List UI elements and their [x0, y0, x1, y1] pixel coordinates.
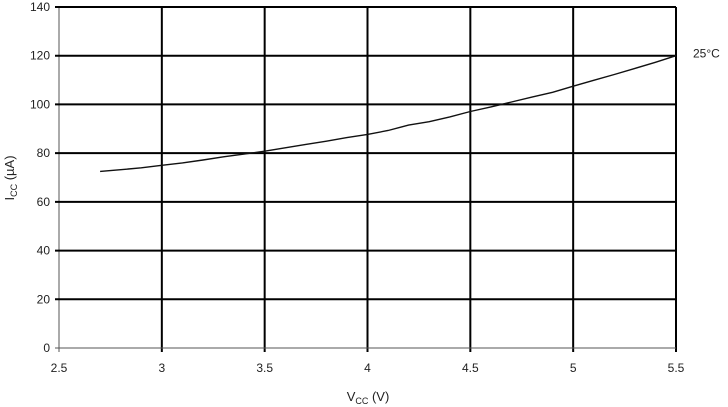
grid-lines: [55, 6, 677, 352]
series-layer: 25°C: [100, 47, 720, 173]
y-tick-label: 120: [30, 49, 50, 63]
y-tick-label: 40: [37, 244, 51, 258]
x-tick-label: 3: [158, 361, 165, 375]
x-axis-ticks: 2.5 3 3.5 4 4.5 5 5.5: [51, 361, 685, 375]
y-tick-label: 0: [43, 341, 50, 355]
y-tick-label: 60: [37, 195, 51, 209]
y-tick-label: 140: [30, 0, 50, 14]
series-annotation: 25°C: [693, 47, 720, 61]
y-axis-ticks: 0 20 40 60 80 100 120 140: [30, 0, 50, 355]
x-tick-label: 4.5: [462, 361, 479, 375]
x-tick-label: 3.5: [256, 361, 273, 375]
x-axis-label: VCC (V): [347, 389, 390, 406]
y-tick-label: 80: [37, 146, 51, 160]
y-axis-label: ICC (µA): [2, 155, 19, 200]
series-line: [100, 55, 677, 173]
x-tick-label: 5.5: [668, 361, 685, 375]
y-tick-label: 100: [30, 97, 50, 111]
x-tick-label: 2.5: [51, 361, 68, 375]
x-tick-label: 4: [364, 361, 371, 375]
x-tick-label: 5: [570, 361, 577, 375]
y-tick-label: 20: [37, 292, 51, 306]
